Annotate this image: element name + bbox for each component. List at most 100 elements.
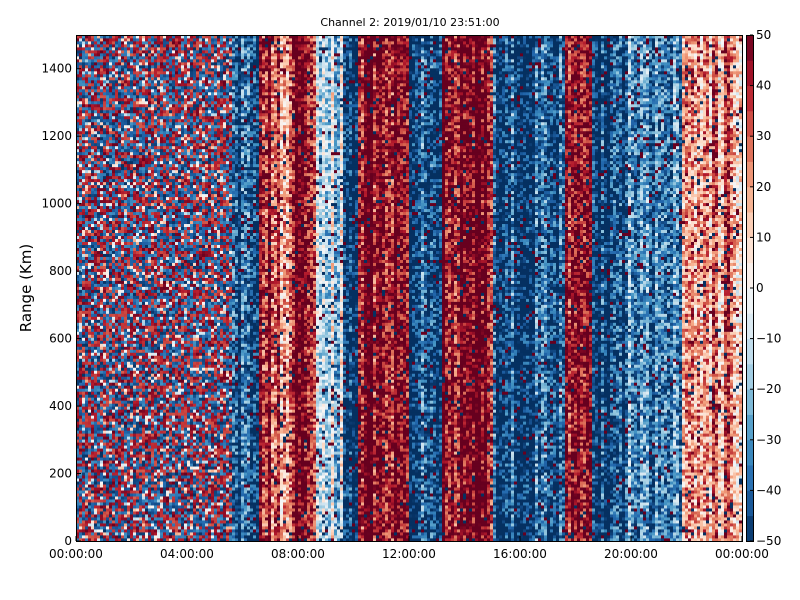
- heatmap-cell: [94, 376, 97, 379]
- heatmap-cell: [109, 245, 112, 248]
- heatmap-cell: [130, 316, 133, 319]
- heatmap-cell: [85, 538, 88, 541]
- heatmap-cell: [118, 469, 121, 472]
- heatmap-cell: [121, 143, 124, 146]
- heatmap-cell: [160, 454, 163, 457]
- heatmap-cell: [124, 179, 127, 182]
- heatmap-cell: [112, 487, 115, 490]
- heatmap-cell: [157, 445, 160, 448]
- heatmap-cell: [106, 182, 109, 185]
- heatmap-cell: [103, 331, 106, 334]
- heatmap-cell: [94, 496, 97, 499]
- heatmap-cell: [142, 463, 145, 466]
- heatmap-cell: [124, 331, 127, 334]
- heatmap-cell: [79, 433, 82, 436]
- heatmap-cell: [151, 385, 154, 388]
- heatmap-cell: [160, 233, 163, 236]
- heatmap-cell: [142, 209, 145, 212]
- heatmap-cell: [109, 430, 112, 433]
- heatmap-cell: [133, 101, 136, 104]
- heatmap-cell: [148, 170, 151, 173]
- heatmap-cell: [142, 104, 145, 107]
- heatmap-cell: [139, 122, 142, 125]
- heatmap-cell: [85, 38, 88, 41]
- heatmap-cell: [91, 343, 94, 346]
- heatmap-cell: [136, 460, 139, 463]
- heatmap-cell: [112, 502, 115, 505]
- heatmap-cell: [160, 53, 163, 56]
- heatmap-cell: [145, 224, 148, 227]
- heatmap-cell: [127, 62, 130, 65]
- heatmap-cell: [154, 472, 157, 475]
- heatmap-cell: [154, 125, 157, 128]
- heatmap-cell: [148, 101, 151, 104]
- heatmap-cell: [136, 469, 139, 472]
- heatmap-cell: [106, 436, 109, 439]
- heatmap-cell: [100, 182, 103, 185]
- heatmap-cell: [142, 188, 145, 191]
- heatmap-cell: [88, 62, 91, 65]
- heatmap-cell: [124, 254, 127, 257]
- heatmap-cell: [151, 424, 154, 427]
- heatmap-cell: [94, 412, 97, 415]
- heatmap-cell: [151, 487, 154, 490]
- heatmap-cell: [160, 487, 163, 490]
- heatmap-cell: [139, 56, 142, 59]
- heatmap-cell: [109, 125, 112, 128]
- heatmap-cell: [142, 194, 145, 197]
- heatmap-cell: [157, 233, 160, 236]
- heatmap-cell: [82, 331, 85, 334]
- heatmap-cell: [127, 457, 130, 460]
- heatmap-cell: [139, 373, 142, 376]
- heatmap-cell: [85, 230, 88, 233]
- heatmap-cell: [103, 529, 106, 532]
- heatmap-cell: [94, 50, 97, 53]
- heatmap-cell: [88, 406, 91, 409]
- heatmap-cell: [118, 173, 121, 176]
- heatmap-cell: [151, 343, 154, 346]
- heatmap-cell: [91, 53, 94, 56]
- heatmap-cell: [103, 197, 106, 200]
- heatmap-cell: [82, 101, 85, 104]
- heatmap-cell: [127, 412, 130, 415]
- heatmap-cell: [109, 337, 112, 340]
- heatmap-cell: [85, 185, 88, 188]
- heatmap-cell: [154, 77, 157, 80]
- heatmap-cell: [154, 62, 157, 65]
- heatmap-cell: [136, 313, 139, 316]
- heatmap-cell: [91, 532, 94, 535]
- heatmap-cell: [115, 236, 118, 239]
- heatmap-cell: [151, 427, 154, 430]
- heatmap-cell: [127, 158, 130, 161]
- heatmap-cell: [163, 505, 166, 508]
- heatmap-cell: [124, 304, 127, 307]
- heatmap-cell: [118, 385, 121, 388]
- heatmap-cell: [94, 179, 97, 182]
- heatmap-cell: [151, 245, 154, 248]
- heatmap-cell: [82, 77, 85, 80]
- heatmap-cell: [136, 514, 139, 517]
- heatmap-cell: [94, 83, 97, 86]
- heatmap-cell: [151, 170, 154, 173]
- heatmap-cell: [148, 290, 151, 293]
- heatmap-cell: [148, 394, 151, 397]
- heatmap-cell: [136, 134, 139, 137]
- heatmap-cell: [127, 505, 130, 508]
- heatmap-cell: [139, 116, 142, 119]
- heatmap-cell: [127, 278, 130, 281]
- heatmap-cell: [103, 200, 106, 203]
- heatmap-cell: [139, 349, 142, 352]
- heatmap-cell: [142, 164, 145, 167]
- heatmap-cell: [103, 400, 106, 403]
- heatmap-cell: [121, 47, 124, 50]
- heatmap-cell: [112, 209, 115, 212]
- heatmap-cell: [148, 316, 151, 319]
- heatmap-cell: [157, 116, 160, 119]
- heatmap-cell: [142, 421, 145, 424]
- heatmap-cell: [121, 520, 124, 523]
- heatmap-cell: [88, 391, 91, 394]
- heatmap-cell: [115, 86, 118, 89]
- heatmap-cell: [157, 496, 160, 499]
- heatmap-cell: [88, 514, 91, 517]
- heatmap-cell: [148, 397, 151, 400]
